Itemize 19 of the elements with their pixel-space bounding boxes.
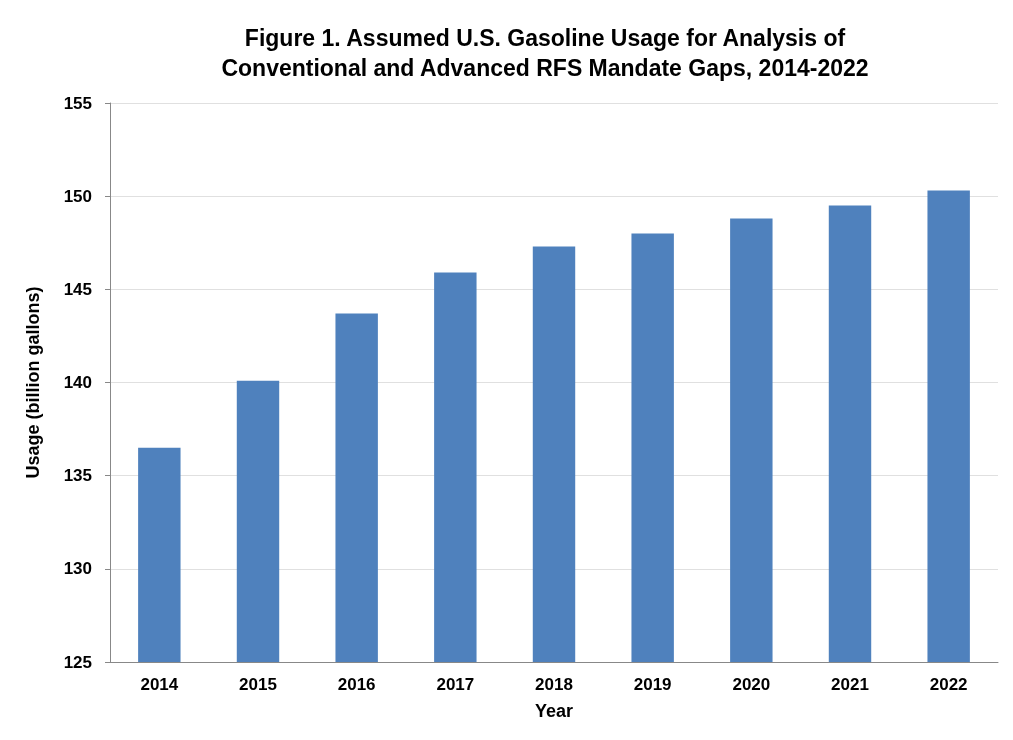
x-tick-label: 2017: [436, 675, 475, 694]
y-tick-label: 135: [63, 466, 92, 486]
x-tick-label: 2020: [732, 675, 771, 694]
x-tick-label: 2015: [239, 675, 277, 694]
y-tick-label: 155: [63, 93, 92, 113]
x-tick-label: 2018: [535, 675, 573, 694]
chart-title: Figure 1. Assumed U.S. Gasoline Usage for Analysis of Conventional and Advanced RFS Mandate Gaps, 2014-2022: [221, 25, 869, 81]
x-tick-label: 2022: [929, 675, 968, 694]
y-tick-label: 140: [63, 373, 92, 392]
x-tick-label: 2014: [140, 675, 179, 694]
x-tick-label: 2019: [633, 675, 672, 694]
y-tick-label: 130: [63, 559, 92, 579]
y-tick-label: 125: [63, 652, 92, 672]
x-tick-label: 2021: [831, 675, 869, 694]
y-tick-label: 145: [63, 279, 92, 299]
x-tick-label: 2016: [337, 675, 376, 694]
y-tick-label: 150: [63, 186, 92, 206]
x-axis-title: Year: [534, 701, 574, 721]
y-axis-title: Usage (billion gallons): [23, 286, 43, 479]
